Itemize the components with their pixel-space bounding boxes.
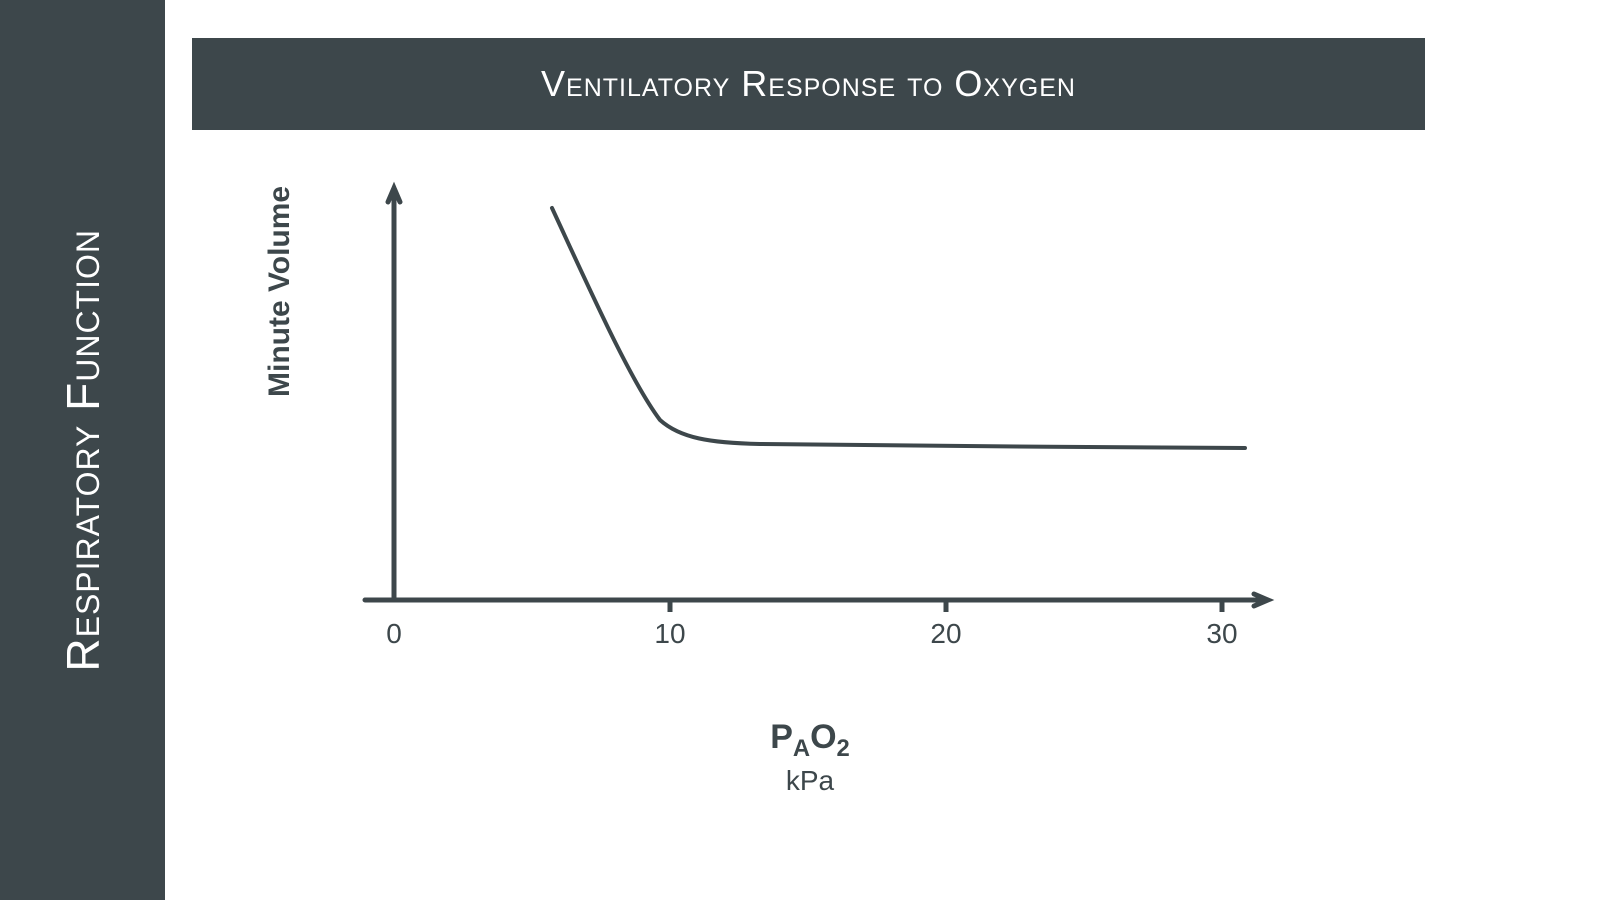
header-bar: Ventilatory Response to Oxygen: [192, 38, 1425, 130]
chart-container: Minute Volume 0102030 PAO2 kPa: [290, 170, 1390, 850]
x-tick-label: 0: [386, 618, 402, 650]
x-tick-label: 10: [654, 618, 685, 650]
chart-svg: [290, 170, 1290, 630]
y-axis-label: Minute Volume: [263, 186, 297, 397]
sidebar-title: Respiratory Function: [56, 229, 110, 672]
x-axis-label-sub: kPa: [770, 765, 850, 797]
x-axis-label-main: PAO2: [770, 718, 850, 763]
x-tick-label: 30: [1206, 618, 1237, 650]
x-tick-label: 20: [930, 618, 961, 650]
chart-title: Ventilatory Response to Oxygen: [541, 63, 1076, 105]
sidebar: Respiratory Function: [0, 0, 165, 900]
x-axis-label: PAO2 kPa: [770, 718, 850, 797]
